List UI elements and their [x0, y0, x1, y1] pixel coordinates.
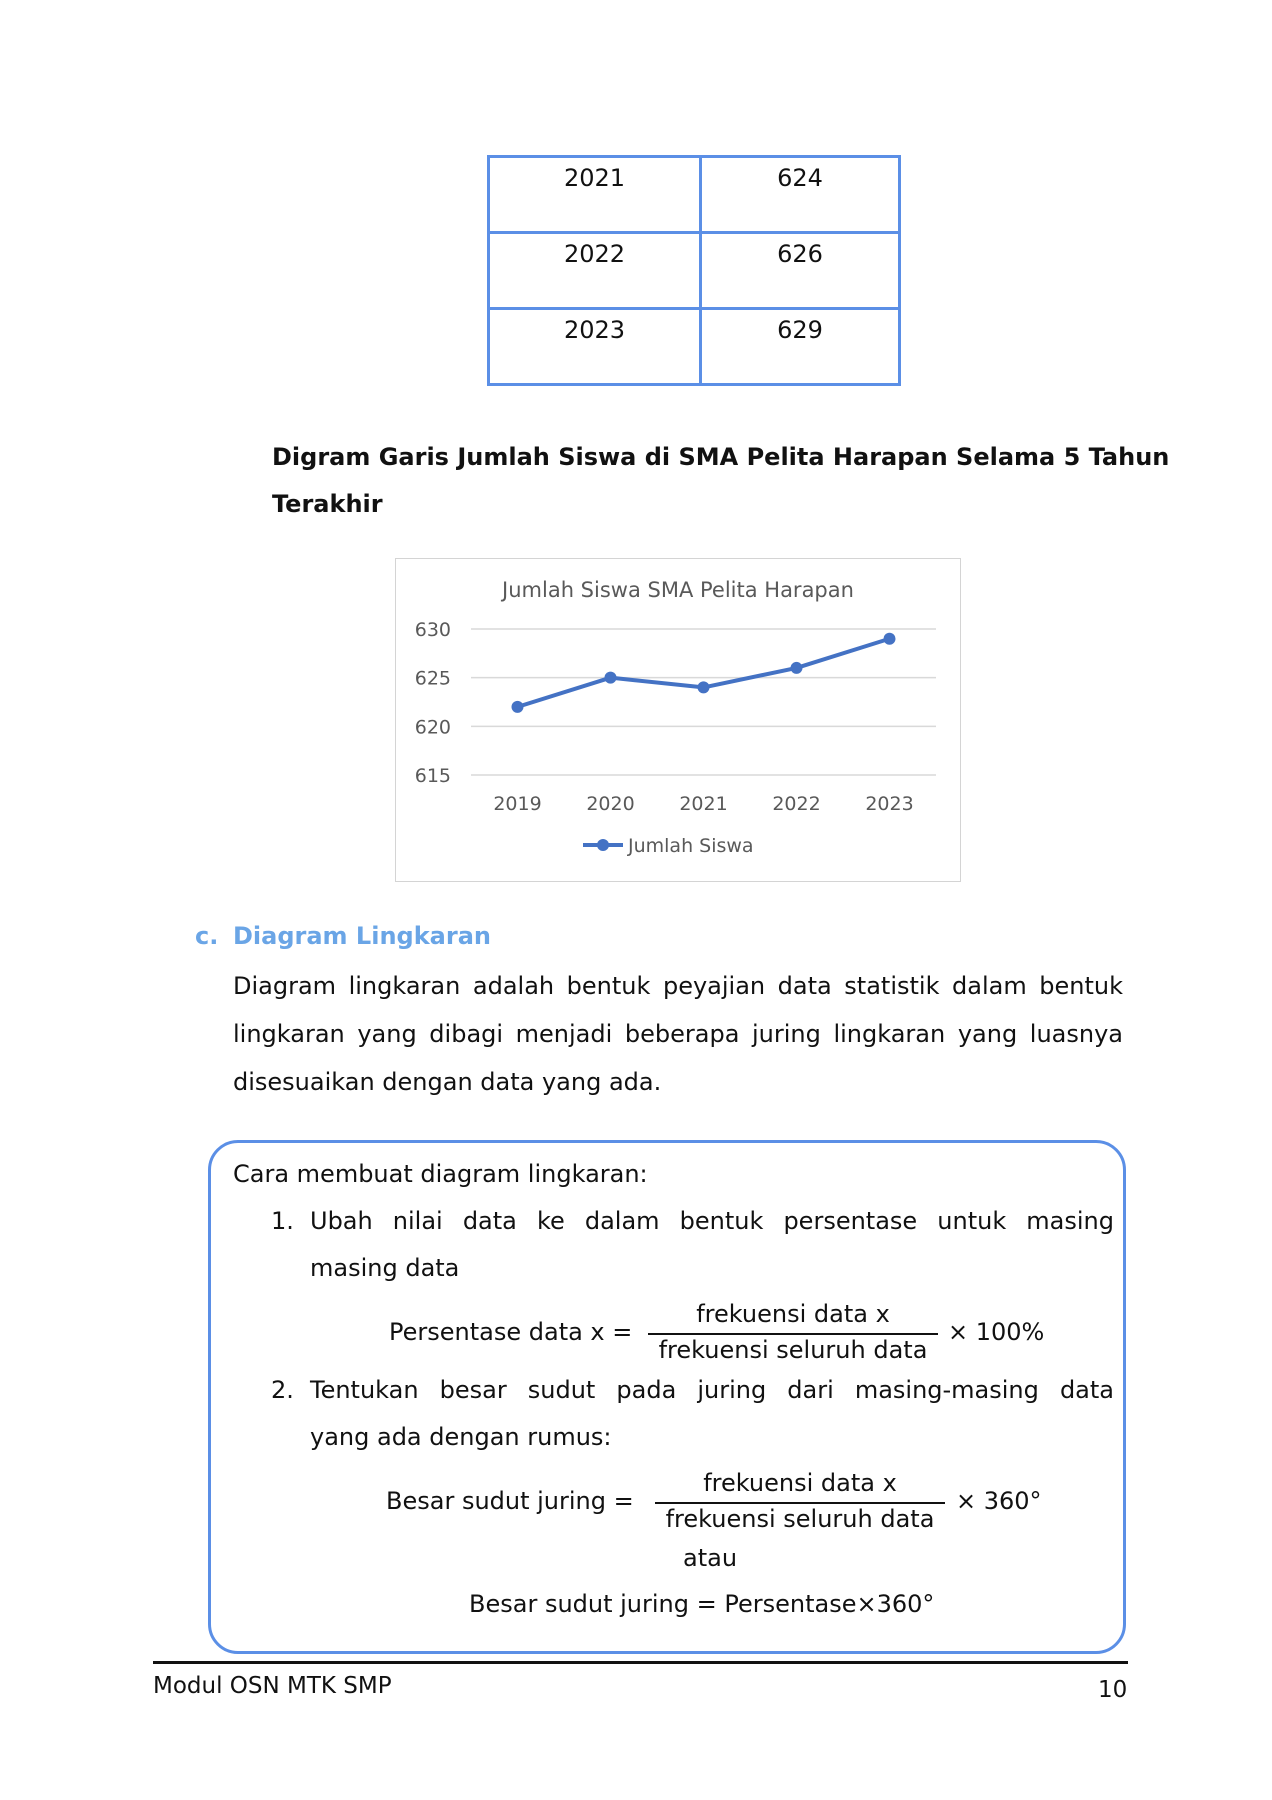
table-cell-value: 624 [699, 155, 901, 234]
footer-title: Modul OSN MTK SMP [153, 1673, 392, 1699]
step1-line2: masing data [310, 1254, 460, 1282]
data-table: 2021 624 2022 626 2023 629 [487, 155, 901, 386]
table-cell-year: 2021 [487, 155, 702, 234]
chart-heading-line2: Terakhir [272, 490, 383, 518]
table-cell-year: 2022 [487, 231, 702, 310]
step2-number: 2. [271, 1376, 294, 1404]
x-tick-label: 2019 [493, 793, 541, 815]
step1-number: 1. [271, 1207, 294, 1235]
table-row: 2023 629 [487, 307, 901, 386]
formula2-fraction-bar [655, 1502, 945, 1504]
table-row: 2022 626 [487, 231, 901, 310]
y-tick-label: 630 [415, 619, 451, 641]
table-cell-value: 629 [699, 307, 901, 386]
data-point [883, 632, 896, 645]
y-tick-label: 625 [415, 668, 451, 690]
line-chart-svg: Jumlah Siswa SMA Pelita Harapan 630 625 62… [415, 578, 936, 857]
formula2-rhs: × 360° [956, 1487, 1042, 1515]
chart-title: Jumlah Siswa SMA Pelita Harapan [500, 578, 854, 602]
data-point [604, 671, 617, 684]
section-letter: c. [195, 922, 219, 950]
step2-line2: yang ada dengan rumus: [310, 1423, 612, 1451]
legend-label: Jumlah Siswa [627, 835, 754, 857]
table-cell-year: 2023 [487, 307, 702, 386]
line-chart: Jumlah Siswa SMA Pelita Harapan 630 625 62… [395, 558, 961, 882]
y-tick-label: 615 [415, 765, 451, 787]
formula2-lhs: Besar sudut juring = [386, 1487, 634, 1515]
formula1-rhs: × 100% [948, 1318, 1045, 1346]
x-tick-label: 2023 [865, 793, 913, 815]
section-paragraph: Diagram lingkaran adalah bentuk peyajian… [233, 972, 1123, 1096]
x-tick-label: 2022 [772, 793, 820, 815]
table-row: 2021 624 [487, 155, 901, 234]
section-title: Diagram Lingkaran [233, 922, 491, 950]
formula1-fraction-bar [648, 1333, 938, 1335]
y-tick-label: 620 [415, 716, 451, 738]
or-text: atau [683, 1544, 738, 1572]
data-point [790, 661, 803, 674]
table-cell-value: 626 [699, 231, 901, 310]
formula1-numerator: frekuensi data x [696, 1300, 890, 1328]
step1-line1: Ubah nilai data ke dalam bentuk persenta… [310, 1207, 1114, 1235]
data-point [697, 681, 710, 694]
formula2-denominator: frekuensi seluruh data [665, 1505, 935, 1533]
page-number: 10 [1098, 1677, 1128, 1703]
x-tick-label: 2020 [586, 793, 634, 815]
info-box [208, 1140, 1126, 1654]
data-point [511, 700, 524, 713]
formula1-denominator: frekuensi seluruh data [658, 1336, 928, 1364]
formula1-lhs: Persentase data x = [389, 1318, 633, 1346]
formula3: Besar sudut juring = Persentase×360° [469, 1590, 935, 1618]
formula2-numerator: frekuensi data x [703, 1469, 897, 1497]
chart-heading-line1: Digram Garis Jumlah Siswa di SMA Pelita … [272, 443, 1170, 471]
footer-rule [153, 1661, 1128, 1664]
x-tick-label: 2021 [679, 793, 727, 815]
box-intro: Cara membuat diagram lingkaran: [233, 1160, 648, 1188]
legend-marker [597, 839, 609, 851]
series-line [516, 636, 891, 709]
step2-line1: Tentukan besar sudut pada juring dari ma… [310, 1376, 1114, 1404]
